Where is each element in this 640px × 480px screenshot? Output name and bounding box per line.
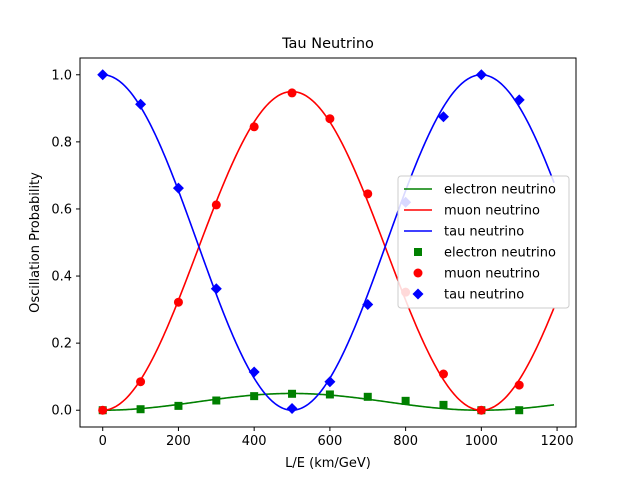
legend-swatch-marker xyxy=(414,248,422,256)
data-point-electron-neutrino-2 xyxy=(174,401,183,410)
x-tick-label: 800 xyxy=(393,434,418,449)
data-point-electron-neutrino-5 xyxy=(288,389,297,398)
data-point-electron-neutrino-6 xyxy=(325,390,334,399)
data-point-muon-neutrino-5 xyxy=(287,88,297,98)
plot-area xyxy=(97,69,555,415)
data-point-tau-neutrino-6 xyxy=(324,376,336,388)
legend-entry-label: muon neutrino xyxy=(444,267,540,282)
data-point-muon-neutrino-0 xyxy=(98,405,108,415)
data-point-muon-neutrino-9 xyxy=(438,369,448,379)
data-point-tau-neutrino-1 xyxy=(135,98,147,110)
data-point-electron-neutrino-4 xyxy=(250,392,259,401)
data-point-electron-neutrino-9 xyxy=(439,400,448,409)
data-point-tau-neutrino-10 xyxy=(475,69,487,81)
data-point-tau-neutrino-2 xyxy=(172,182,184,194)
legend-entry-label: electron neutrino xyxy=(444,246,556,261)
data-point-electron-neutrino-3 xyxy=(212,396,221,405)
data-point-tau-neutrino-0 xyxy=(97,69,109,81)
legend-swatch-marker xyxy=(413,268,423,278)
y-axis-label: Oscillation Probability xyxy=(28,172,43,313)
data-point-electron-neutrino-8 xyxy=(401,396,410,405)
data-point-tau-neutrino-5 xyxy=(286,403,298,415)
y-tick-label: 0.6 xyxy=(51,202,72,217)
x-axis-label: L/E (km/GeV) xyxy=(285,456,371,471)
data-point-tau-neutrino-11 xyxy=(513,94,525,106)
data-point-tau-neutrino-4 xyxy=(248,366,260,378)
legend-entry-label: electron neutrino xyxy=(444,183,556,198)
data-point-electron-neutrino-7 xyxy=(363,392,372,401)
chart-title: Tau Neutrino xyxy=(281,36,374,52)
y-tick-label: 0.2 xyxy=(51,337,72,352)
data-point-tau-neutrino-3 xyxy=(210,283,222,295)
data-point-muon-neutrino-3 xyxy=(211,200,221,210)
x-tick-label: 0 xyxy=(99,434,107,449)
axis-ticks: 0 200 400 600 800 1000 1200 0.0 0.2 0.4 0.6 0.8 1.0 xyxy=(51,68,573,449)
x-tick-label: 1200 xyxy=(541,434,574,449)
axes-frame xyxy=(79,57,577,428)
legend-swatch-marker xyxy=(412,288,424,300)
x-tick-label: 400 xyxy=(242,434,267,449)
y-tick-label: 0.8 xyxy=(51,135,72,150)
data-point-muon-neutrino-1 xyxy=(136,377,146,387)
y-tick-label: 1.0 xyxy=(51,68,72,83)
data-point-tau-neutrino-7 xyxy=(362,299,374,311)
legend-box xyxy=(397,175,570,309)
data-point-muon-neutrino-11 xyxy=(514,380,524,390)
data-point-muon-neutrino-6 xyxy=(325,114,335,124)
data-point-muon-neutrino-7 xyxy=(363,189,373,199)
legend: electron neutrino muon neutrino tau neutri… xyxy=(397,175,570,309)
x-tick-label: 600 xyxy=(317,434,342,449)
data-point-muon-neutrino-4 xyxy=(249,122,259,132)
y-tick-label: 0.0 xyxy=(51,404,72,419)
data-point-tau-neutrino-9 xyxy=(437,111,449,123)
x-tick-label: 1000 xyxy=(465,434,498,449)
legend-entry-label: tau neutrino xyxy=(444,288,524,303)
data-point-muon-neutrino-10 xyxy=(476,405,486,415)
legend-entry-label: muon neutrino xyxy=(444,204,540,219)
data-point-muon-neutrino-2 xyxy=(173,297,183,307)
data-point-electron-neutrino-11 xyxy=(515,406,524,415)
legend-entry-label: tau neutrino xyxy=(444,225,524,240)
y-tick-label: 0.4 xyxy=(51,270,72,285)
data-point-electron-neutrino-1 xyxy=(136,405,145,414)
x-tick-label: 200 xyxy=(166,434,191,449)
